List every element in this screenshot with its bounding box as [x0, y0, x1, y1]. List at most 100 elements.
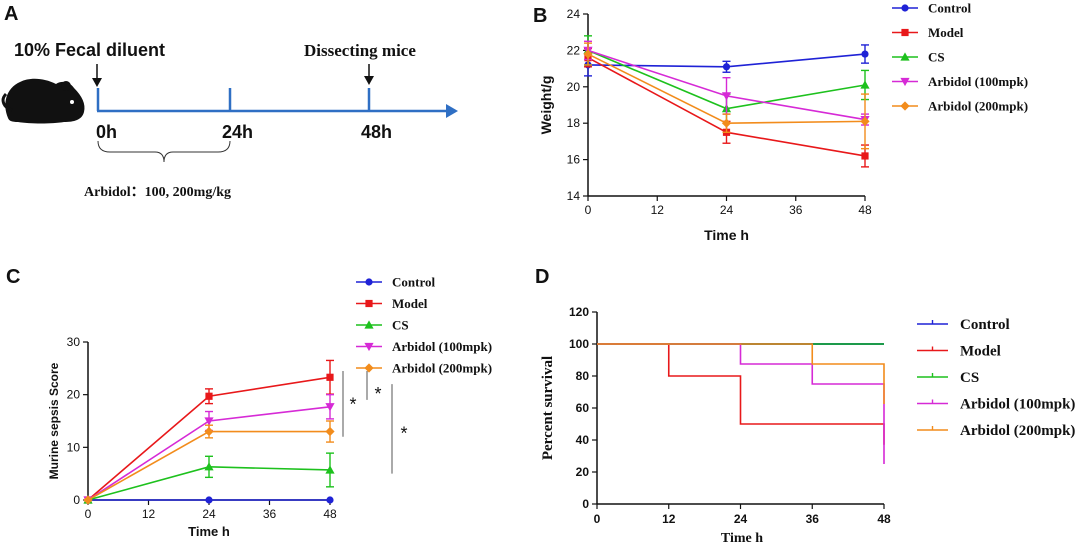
survival-curve-arb200	[597, 343, 885, 404]
series-control	[84, 496, 334, 504]
timeline-arrow-icon	[446, 104, 458, 118]
y-tick-label: 0	[582, 497, 589, 511]
y-tick-label: 18	[567, 116, 581, 130]
legend-label-cs: CS	[960, 370, 979, 386]
timeline-time-0h: 0h	[96, 122, 117, 142]
legend-label-cs: CS	[928, 50, 945, 65]
x-tick-label: 24	[720, 203, 734, 217]
data-point	[325, 426, 335, 437]
x-tick-label: 12	[662, 512, 676, 526]
y-tick-label: 24	[567, 7, 581, 21]
x-tick-label: 12	[142, 507, 156, 521]
y-tick-label: 16	[567, 153, 581, 167]
x-tick-label: 0	[585, 203, 592, 217]
fecal-diluent-label: 10% Fecal diluent	[14, 40, 165, 60]
significance-star: *	[400, 424, 407, 444]
legend-marker-cs	[364, 320, 374, 329]
data-point	[205, 496, 213, 504]
x-axis-title: Time h	[704, 227, 749, 243]
y-axis-title: Murine sepsis Score	[47, 362, 61, 479]
data-point	[722, 63, 731, 71]
series-cs	[83, 452, 335, 504]
y-tick-label: 20	[576, 465, 590, 479]
x-tick-label: 48	[323, 507, 337, 521]
panel-letter-b: B	[533, 5, 547, 27]
data-point	[721, 118, 732, 128]
legend-marker-control	[901, 4, 909, 12]
data-point	[83, 495, 93, 505]
y-tick-label: 20	[67, 388, 81, 402]
data-point	[204, 426, 214, 437]
legend-label-arb200: Arbidol (200mpk)	[392, 361, 492, 376]
legend-marker-cs	[900, 52, 910, 61]
y-tick-label: 40	[576, 433, 590, 447]
legend-label-arb100: Arbidol (100mpk)	[392, 339, 492, 354]
x-tick-label: 0	[85, 507, 92, 521]
legend-label-model: Model	[392, 296, 428, 311]
data-point	[204, 417, 214, 426]
y-tick-label: 120	[569, 305, 589, 319]
x-axis-title: Time h	[721, 531, 763, 546]
legend-label-arb200: Arbidol (200mpk)	[928, 99, 1028, 114]
data-point	[326, 373, 334, 381]
panel-b-weight-chart: 14 16 18 20 22 24 0 12 24 36 48 Time h Weight/g Contr…	[538, 1, 1028, 244]
y-axis-title: Weight/g	[538, 76, 554, 135]
panel-letter-d: D	[535, 266, 549, 288]
x-tick-label: 24	[734, 512, 748, 526]
legend-label-arb100: Arbidol (100mpk)	[928, 74, 1028, 89]
data-point	[860, 116, 870, 126]
legend-label-arb100: Arbidol (100mpk)	[960, 397, 1075, 413]
legend-marker-arb200	[364, 363, 374, 373]
y-tick-label: 0	[73, 493, 80, 507]
series-arb100	[83, 393, 335, 505]
significance-star: *	[349, 395, 356, 415]
data-point	[205, 392, 213, 400]
legend-marker-model	[901, 28, 909, 37]
panel-a-timeline: 10% Fecal diluent Dissecting mice 0h 24h…	[1, 40, 458, 200]
dissecting-label: Dissecting mice	[304, 41, 416, 60]
arbidol-dose-note: Arbidol：100, 200mg/kg	[84, 185, 231, 200]
x-axis-title: Time h	[188, 524, 230, 539]
series-arb200	[583, 42, 870, 150]
mouse-icon	[1, 78, 85, 124]
data-point	[861, 50, 869, 58]
legend-marker-control	[365, 278, 373, 286]
legend-marker-arb200	[900, 101, 910, 111]
timeline-time-48h: 48h	[361, 122, 392, 142]
legend-label-cs: CS	[392, 318, 409, 333]
x-tick-label: 48	[877, 512, 891, 526]
panel-letter-a: A	[4, 3, 18, 25]
data-point	[204, 462, 214, 471]
panel-c-sepsis-chart: 0 10 20 30 0 12 24 36 48 Time h Murine sepsis Scor…	[47, 275, 492, 540]
legend-marker-arb100	[900, 77, 910, 87]
y-tick-label: 100	[569, 337, 589, 351]
panel-d-survival-chart: 0 20 40 60 80 100 120 0 12 24 36 48 Time h Percent su…	[540, 305, 1075, 546]
dissect-arrow-head-icon	[364, 76, 374, 85]
y-tick-label: 22	[567, 43, 581, 57]
data-point	[326, 496, 334, 504]
data-point	[860, 80, 870, 89]
data-point	[325, 403, 335, 412]
fecal-arrow-head-icon	[92, 78, 102, 87]
legend-label-control: Control	[392, 275, 435, 290]
data-point	[721, 92, 732, 101]
treatment-brace	[97, 140, 231, 163]
x-tick-label: 36	[806, 512, 820, 526]
timeline-time-24h: 24h	[222, 122, 253, 142]
panel-letter-c: C	[6, 266, 20, 288]
y-tick-label: 10	[67, 440, 81, 454]
x-tick-label: 36	[263, 507, 277, 521]
legend-label-model: Model	[960, 344, 1001, 360]
data-point	[861, 152, 869, 160]
x-tick-label: 12	[651, 203, 665, 217]
data-point	[325, 465, 335, 474]
legend-label-arb200: Arbidol (200mpk)	[960, 423, 1075, 439]
legend-marker-model	[365, 299, 373, 308]
y-tick-label: 60	[576, 401, 590, 415]
significance-star: *	[374, 384, 381, 404]
y-tick-label: 80	[576, 369, 590, 383]
x-tick-label: 0	[594, 512, 601, 526]
x-tick-label: 24	[202, 507, 216, 521]
x-tick-label: 48	[858, 203, 872, 217]
legend-label-control: Control	[928, 1, 971, 16]
